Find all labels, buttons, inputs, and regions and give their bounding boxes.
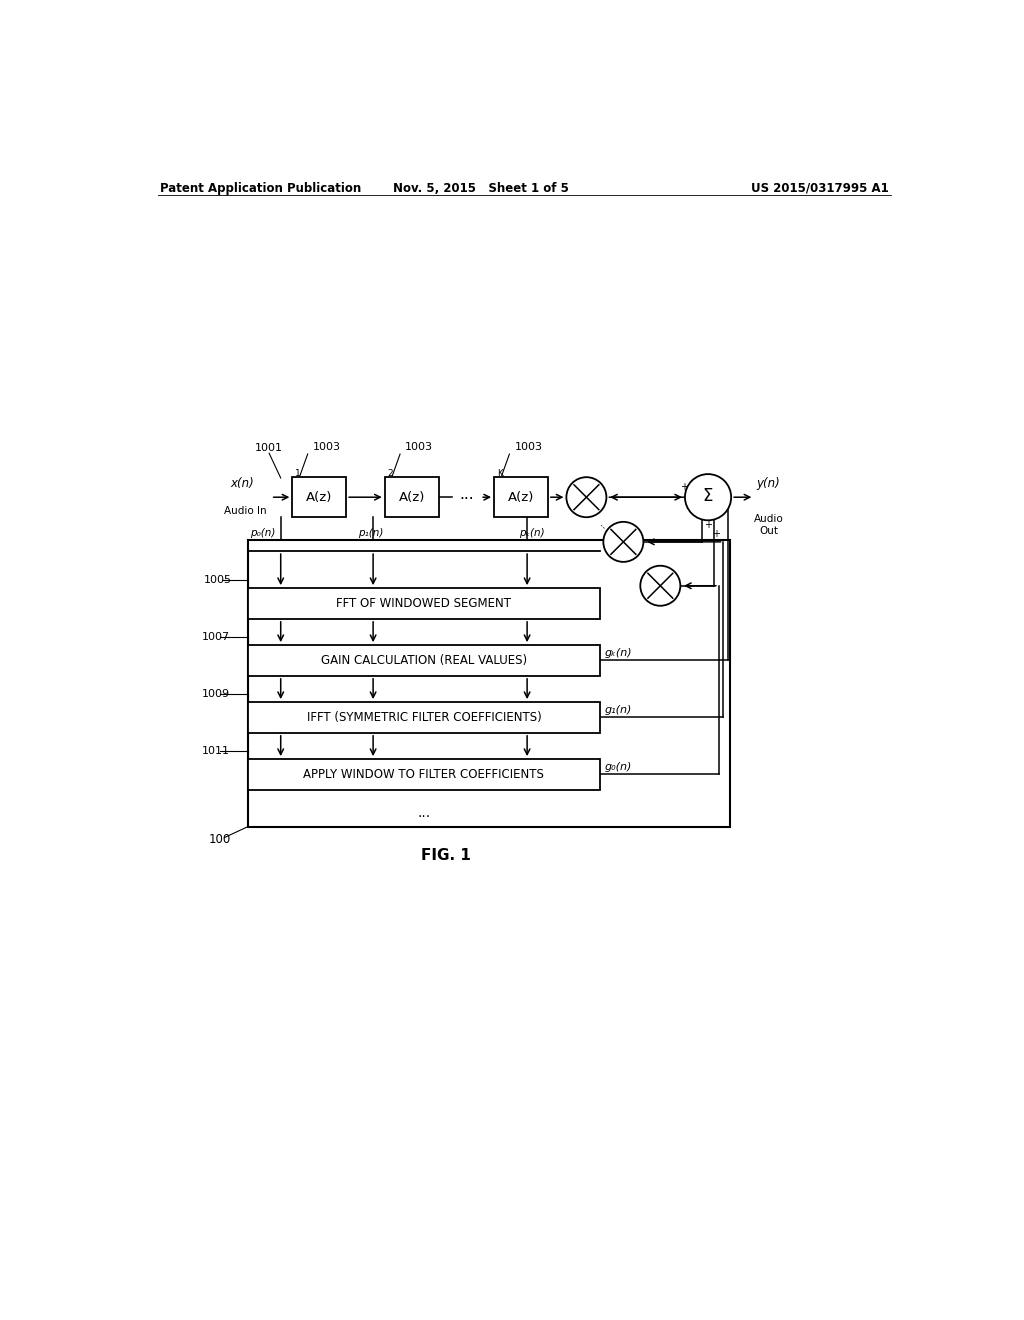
Text: +: + <box>680 482 688 491</box>
Text: +: + <box>712 529 720 540</box>
Text: IFFT (SYMMETRIC FILTER COEFFICIENTS): IFFT (SYMMETRIC FILTER COEFFICIENTS) <box>306 711 542 723</box>
Text: ...: ... <box>418 710 430 725</box>
Text: 2: 2 <box>388 469 393 478</box>
Text: GAIN CALCULATION (REAL VALUES): GAIN CALCULATION (REAL VALUES) <box>321 653 527 667</box>
Text: x(n): x(n) <box>230 478 254 490</box>
Text: A(z): A(z) <box>508 491 535 504</box>
Bar <box>248 540 730 826</box>
Bar <box>494 478 548 517</box>
Text: $\Sigma$: $\Sigma$ <box>702 487 714 506</box>
Text: A(z): A(z) <box>398 491 425 504</box>
Text: 1007: 1007 <box>202 632 229 643</box>
Circle shape <box>685 474 731 520</box>
Text: g₀(n): g₀(n) <box>605 762 632 772</box>
Text: y(n): y(n) <box>757 478 780 490</box>
Text: 1001: 1001 <box>255 444 284 453</box>
Text: p₁(n): p₁(n) <box>357 528 383 537</box>
Bar <box>292 478 346 517</box>
Text: 1003: 1003 <box>515 442 543 453</box>
Bar <box>248 645 600 676</box>
Text: g₁(n): g₁(n) <box>605 705 632 715</box>
Circle shape <box>640 566 680 606</box>
Text: 1003: 1003 <box>313 442 341 453</box>
Text: ...: ... <box>418 597 430 610</box>
Text: 1005: 1005 <box>204 576 231 585</box>
Text: FFT OF WINDOWED SEGMENT: FFT OF WINDOWED SEGMENT <box>337 597 511 610</box>
Text: A(z): A(z) <box>306 491 333 504</box>
Bar <box>385 478 438 517</box>
Text: Audio In: Audio In <box>224 506 267 516</box>
Text: 1: 1 <box>295 469 301 478</box>
Text: US 2015/0317995 A1: US 2015/0317995 A1 <box>752 182 889 194</box>
Text: ...: ... <box>597 517 614 536</box>
Text: pₖ(n): pₖ(n) <box>519 528 545 537</box>
Text: 1011: 1011 <box>202 746 229 756</box>
Text: APPLY WINDOW TO FILTER COEFFICIENTS: APPLY WINDOW TO FILTER COEFFICIENTS <box>303 768 545 781</box>
Circle shape <box>566 478 606 517</box>
Text: FIG. 1: FIG. 1 <box>421 847 471 863</box>
Text: 100: 100 <box>209 833 231 846</box>
Text: ...: ... <box>418 653 430 668</box>
Text: gₖ(n): gₖ(n) <box>605 648 633 657</box>
Text: p₀(n): p₀(n) <box>250 528 275 537</box>
Bar <box>248 589 600 619</box>
Text: K: K <box>497 469 503 478</box>
Text: 1003: 1003 <box>406 442 433 453</box>
Text: ...: ... <box>418 767 430 781</box>
Text: 1009: 1009 <box>202 689 229 700</box>
Text: ...: ... <box>418 807 430 820</box>
Text: Nov. 5, 2015   Sheet 1 of 5: Nov. 5, 2015 Sheet 1 of 5 <box>393 182 569 194</box>
Bar <box>248 702 600 733</box>
Text: Audio
Out: Audio Out <box>755 515 784 536</box>
Text: +: + <box>705 520 713 531</box>
Circle shape <box>603 521 643 562</box>
Bar <box>248 759 600 789</box>
Text: ...: ... <box>459 487 473 503</box>
Text: Patent Application Publication: Patent Application Publication <box>160 182 361 194</box>
